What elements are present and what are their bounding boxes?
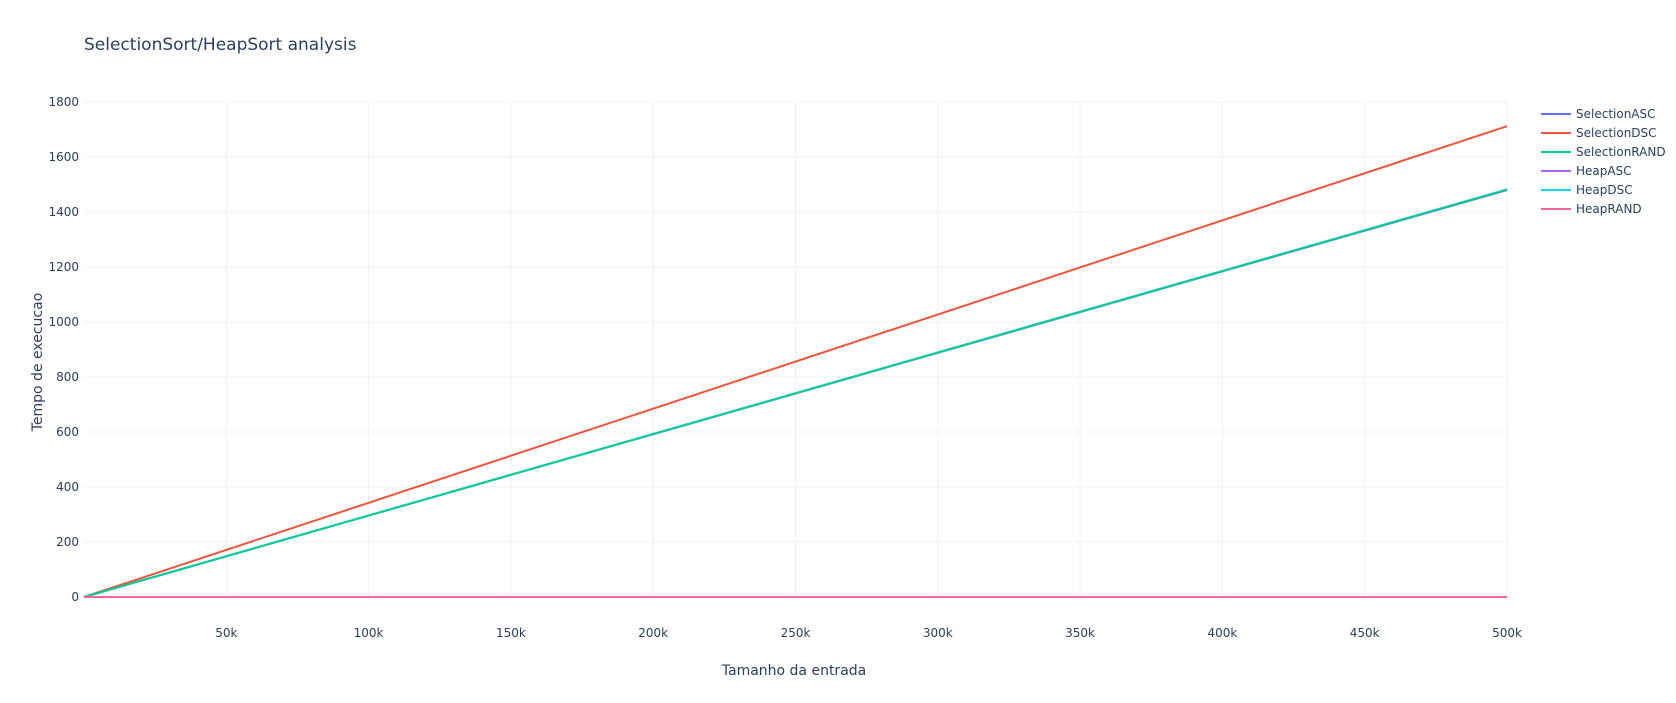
x-tick-label: 450k [1350,626,1380,640]
chart-title: SelectionSort/HeapSort analysis [84,35,357,55]
legend-item-heaprand[interactable]: HeapRAND [1541,202,1642,216]
legend-item-heapasc[interactable]: HeapASC [1541,164,1632,178]
x-tick-label: 200k [638,626,668,640]
legend-label: HeapDSC [1576,183,1633,197]
y-tick-label: 0 [71,590,79,604]
series-line-selectionrand[interactable] [83,188,1508,598]
legend-item-selectionrand[interactable]: SelectionRAND [1541,145,1666,159]
y-tick-label: 1400 [48,205,79,219]
x-tick-label: 150k [496,626,526,640]
legend-label: HeapRAND [1576,202,1642,216]
x-tick-label: 350k [1065,626,1095,640]
y-axis-title: Tempo de execucao [30,293,46,433]
series-line-selectiondsc[interactable] [83,125,1508,598]
x-tick-label: 100k [354,626,384,640]
legend-label: SelectionASC [1576,107,1656,121]
legend-label: SelectionDSC [1576,126,1657,140]
x-tick-label: 400k [1207,626,1237,640]
series-lines [83,125,1508,598]
legend[interactable]: SelectionASC SelectionDSC SelectionRAND Hea… [1541,107,1666,216]
x-tick-label: 300k [923,626,953,640]
x-tick-label: 50k [215,626,237,640]
legend-item-selectiondsc[interactable]: SelectionDSC [1541,126,1657,140]
y-tick-label: 1200 [48,260,79,274]
y-tick-label: 400 [56,480,79,494]
y-tick-label: 1600 [48,150,79,164]
grid-lines [84,101,1508,598]
legend-label: HeapASC [1576,164,1632,178]
y-tick-label: 200 [56,535,79,549]
x-axis-title: Tamanho da entrada [721,663,866,679]
axis-ticks: 0 200 400 600 800 1000 1200 1400 1600 1800 50k 100k… [48,95,1522,640]
y-tick-label: 600 [56,425,79,439]
x-tick-label: 500k [1492,626,1522,640]
legend-label: SelectionRAND [1576,145,1666,159]
y-tick-label: 800 [56,370,79,384]
legend-item-heapdsc[interactable]: HeapDSC [1541,183,1633,197]
y-tick-label: 1000 [48,315,79,329]
legend-item-selectionasc[interactable]: SelectionASC [1541,107,1656,121]
y-tick-label: 1800 [48,95,79,109]
x-tick-label: 250k [781,626,811,640]
